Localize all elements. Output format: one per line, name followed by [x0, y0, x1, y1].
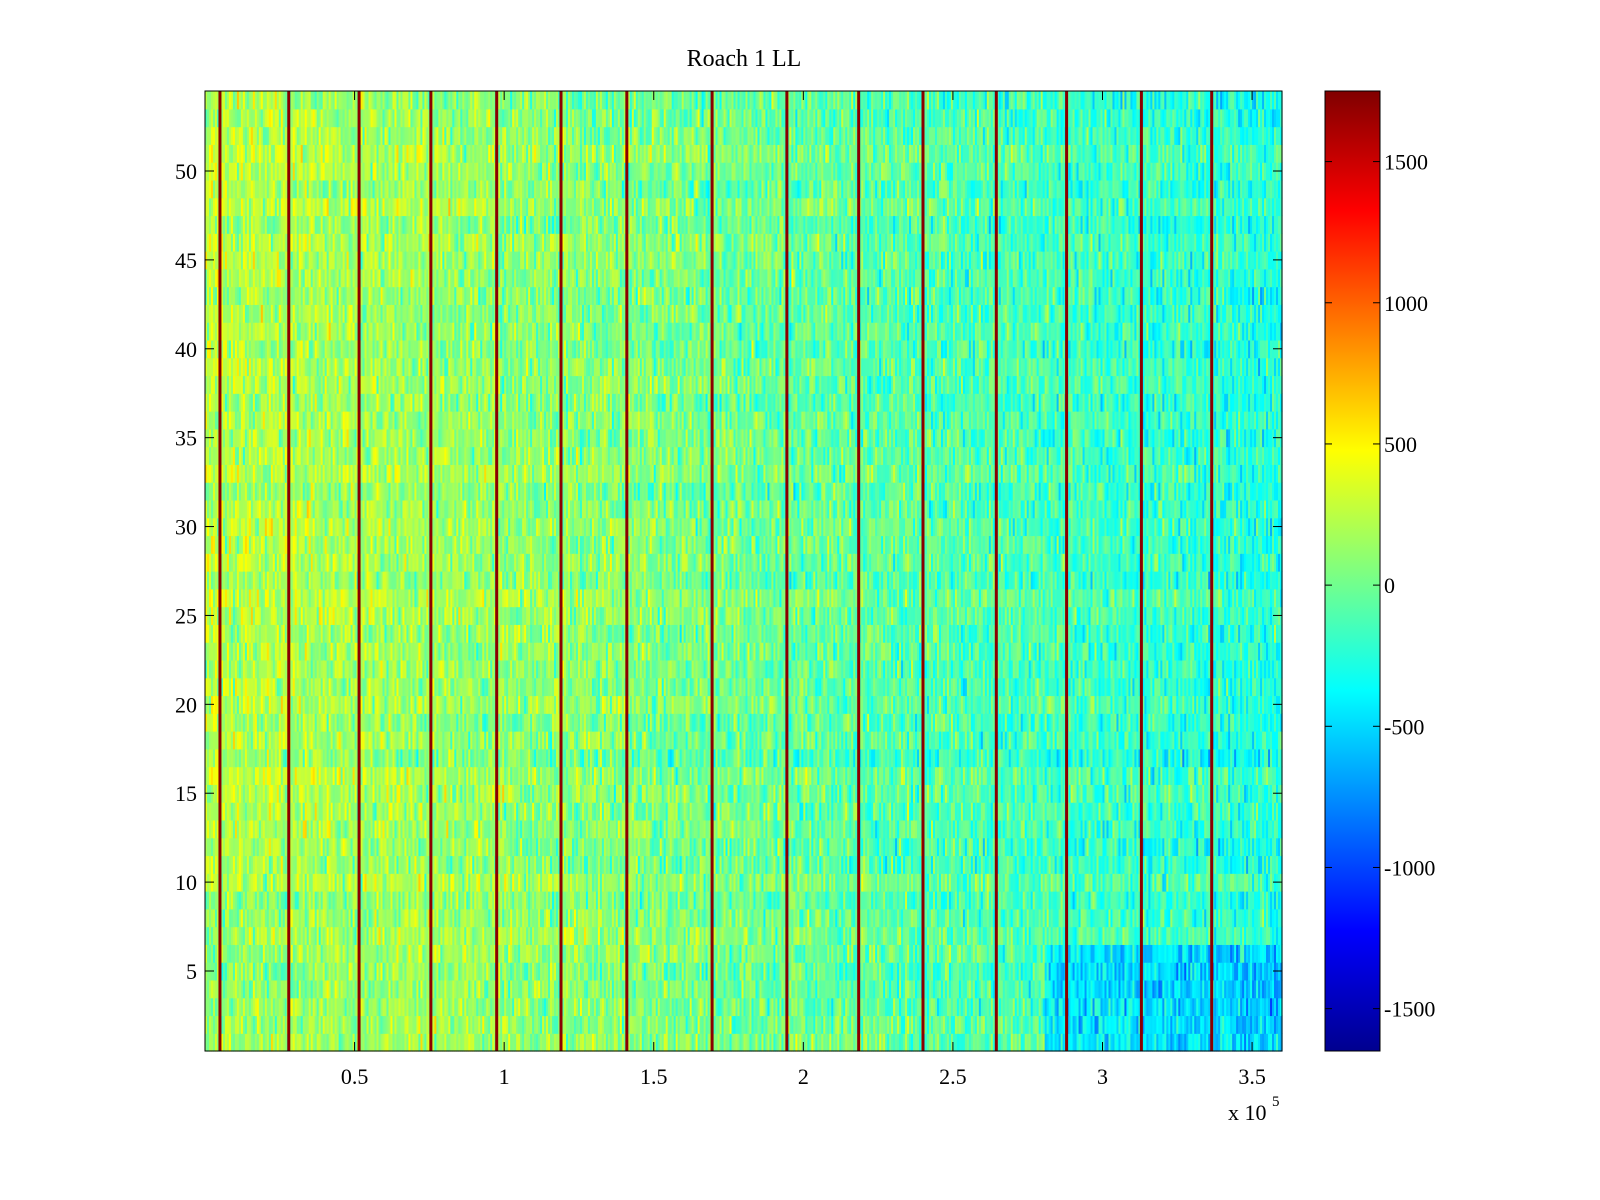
- chart-title: Roach 1 LL: [687, 46, 802, 72]
- heatmap-area: [205, 91, 1283, 1052]
- figure: Roach 1 LL 0.5 1 1.5 2 2.5 3 3.5 5101520253035…: [0, 0, 1600, 1200]
